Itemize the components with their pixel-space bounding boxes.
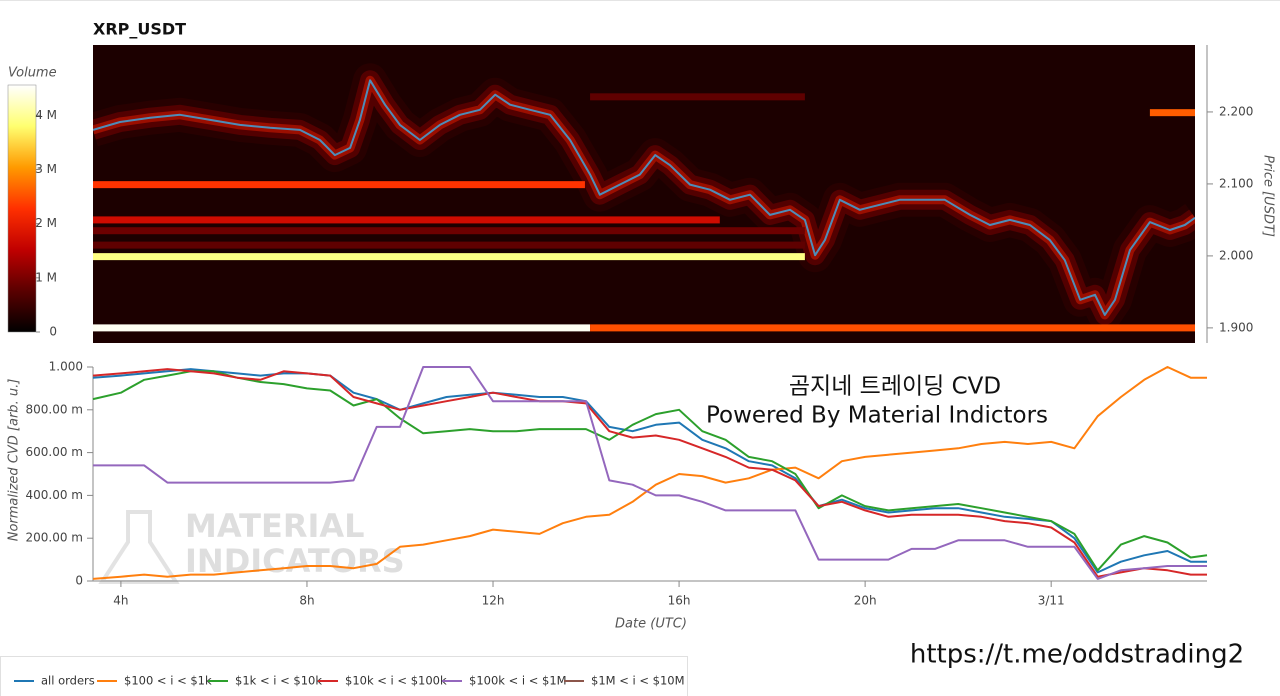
- annotation: 곰지네 트레이딩 CVD: [789, 374, 1001, 400]
- x-tick-label: 8h: [299, 594, 314, 608]
- watermark-icon: [98, 510, 180, 584]
- y-tick-label: 200.00 m: [26, 531, 84, 545]
- cvd-line: [93, 366, 1207, 580]
- order-level: [93, 227, 805, 235]
- x-tick-label: 16h: [668, 594, 691, 608]
- y-tick-label: 2.000: [1219, 248, 1253, 262]
- y-tick-label: 1.000: [49, 360, 83, 374]
- x-tick-label: 4h: [113, 594, 128, 608]
- y-tick-label: 400.00 m: [26, 488, 84, 502]
- colorbar: [7, 84, 37, 333]
- watermark: MATERIAL INDICATORS: [98, 507, 405, 584]
- y-tick-label: 1.900: [1219, 320, 1253, 334]
- cvd-line: [92, 368, 1207, 578]
- cvd-chart: 0 200.00 m 400.00 m 600.00 m 800.00 m 1.000 4h…: [14, 360, 1208, 688]
- cvd-line: [92, 370, 1208, 572]
- colorbar-tick-label: 3 M: [35, 162, 57, 176]
- colorbar-tick-label: 0: [49, 325, 57, 339]
- plot-area: [93, 63, 1195, 332]
- legend-label: $1M < i < $10M: [591, 674, 685, 688]
- order-level: [93, 241, 805, 249]
- cvd-line: [92, 366, 1207, 580]
- x-axis-label: Date (UTC): [615, 617, 687, 632]
- colorbar-tick-label: 1 M: [35, 270, 57, 284]
- x-tick-label: 20h: [854, 594, 877, 608]
- x-tick-label: 3/11: [1038, 594, 1065, 608]
- price-line: [93, 79, 1195, 316]
- cvd-line: [92, 368, 1207, 574]
- order-level: [590, 93, 805, 101]
- order-level: [93, 181, 585, 189]
- y-tick-label: 2.200: [1219, 104, 1253, 118]
- chart-title: XRP_USDT: [93, 20, 186, 39]
- colorbar-tick-label: 2 M: [35, 216, 57, 230]
- order-level: [93, 253, 805, 261]
- watermark-text: MATERIAL: [185, 507, 365, 545]
- legend-label: $1k < i < $10k: [235, 674, 322, 688]
- y-tick-label: 600.00 m: [26, 445, 84, 459]
- legend-label: $100k < i < $1M: [469, 674, 567, 688]
- heatmap-chart: 1.900 2.000 2.100 2.200 0 1 M 2 M 3 M 4 M: [7, 45, 1253, 343]
- order-level: [1149, 109, 1195, 117]
- legend-box: [0, 656, 688, 696]
- colorbar-label: Volume: [8, 66, 57, 81]
- legend-label: $10k < i < $100k: [345, 674, 447, 688]
- legend-label: all orders: [41, 674, 95, 688]
- legend-label: $100 < i < $1k: [124, 674, 212, 688]
- plot-background: [93, 45, 1195, 343]
- y-tick-label: 2.100: [1219, 176, 1253, 190]
- colorbar-tick-label: 4 M: [35, 108, 57, 122]
- y-tick-label: 0: [75, 574, 83, 588]
- y-axis-label: Price [USDT]: [1261, 155, 1276, 237]
- y-tick-label: 800.00 m: [26, 402, 84, 416]
- annotation: Powered By Material Indictors: [706, 403, 1048, 429]
- order-level: [93, 324, 591, 332]
- x-tick-label: 12h: [482, 594, 505, 608]
- footer-link: https://t.me/oddstrading2: [910, 640, 1244, 670]
- order-level: [93, 216, 720, 224]
- order-level: [590, 324, 1195, 332]
- y-axis-label: Normalized CVD [arb. u.]: [7, 379, 22, 542]
